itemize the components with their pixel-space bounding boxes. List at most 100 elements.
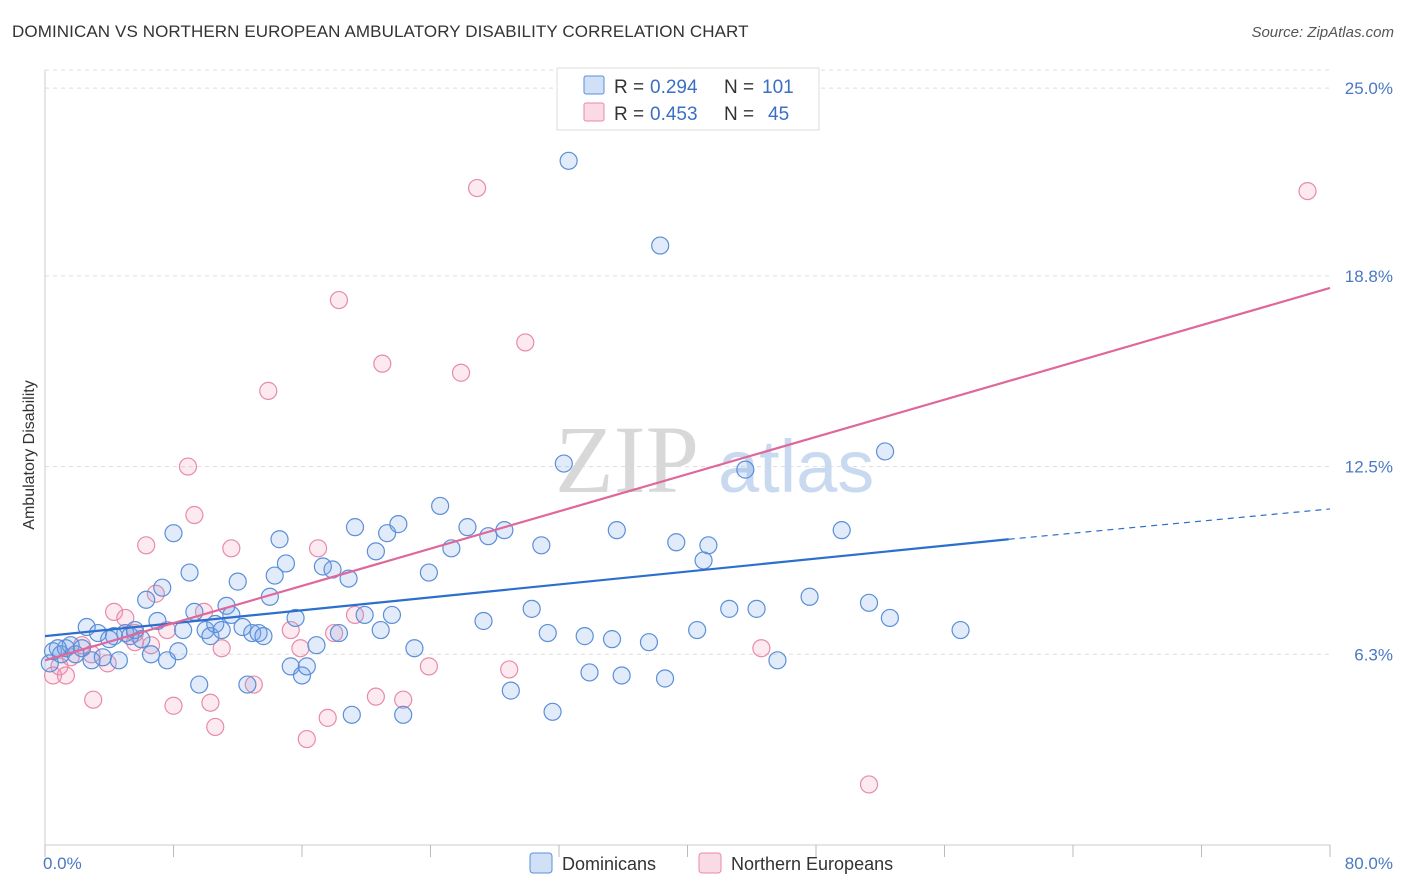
point-dominicans-65 bbox=[431, 496, 450, 516]
point-dominicans-40 bbox=[254, 627, 273, 646]
point-dominicans-19 bbox=[141, 645, 161, 664]
point-dominicans-62 bbox=[394, 705, 413, 724]
point-dominicans-58 bbox=[371, 620, 390, 640]
point-northern-europeans-33 bbox=[394, 690, 413, 709]
point-dominicans-46 bbox=[286, 608, 305, 628]
point-northern-europeans-32 bbox=[373, 354, 392, 373]
point-northern-europeans-21 bbox=[244, 675, 263, 694]
point-northern-europeans-13 bbox=[164, 696, 183, 715]
point-dominicans-84 bbox=[651, 236, 670, 255]
point-dominicans-80 bbox=[602, 630, 622, 649]
point-dominicans-87 bbox=[688, 620, 707, 640]
legend-n-label-2: N = bbox=[724, 104, 754, 125]
point-dominicans-78 bbox=[575, 627, 594, 646]
point-dominicans-48 bbox=[297, 657, 316, 676]
trend-line-northern-europeans bbox=[44, 286, 1331, 662]
point-northern-europeans-7 bbox=[116, 608, 135, 628]
point-dominicans-52 bbox=[329, 623, 349, 643]
point-dominicans-24 bbox=[169, 642, 188, 661]
point-dominicans-30 bbox=[201, 627, 220, 646]
point-dominicans-67 bbox=[458, 518, 477, 537]
point-northern-europeans-9 bbox=[137, 536, 156, 555]
bottom-legend: Dominicans Northern Europeans bbox=[529, 852, 893, 874]
point-northern-europeans-26 bbox=[308, 539, 328, 558]
point-dominicans-93 bbox=[768, 651, 787, 670]
point-dominicans-68 bbox=[474, 611, 493, 631]
point-dominicans-86 bbox=[667, 533, 686, 552]
point-dominicans-32 bbox=[212, 620, 231, 640]
point-dominicans-18 bbox=[137, 590, 156, 609]
point-dominicans-81 bbox=[607, 521, 626, 540]
point-dominicans-83 bbox=[639, 633, 659, 652]
point-dominicans-92 bbox=[747, 599, 766, 618]
bottom-legend-label-northern-europeans: Northern Europeans bbox=[731, 854, 893, 874]
tick-labels: 6.3% 12.5% 18.8% 25.0% 0.0% 80.0% bbox=[43, 79, 1393, 873]
point-dominicans-64 bbox=[419, 563, 438, 582]
point-northern-europeans-25 bbox=[297, 729, 316, 749]
point-dominicans-12 bbox=[104, 627, 124, 646]
point-dominicans-60 bbox=[382, 605, 402, 625]
legend-n-value-1: 101 bbox=[762, 77, 794, 98]
axes bbox=[44, 70, 1331, 857]
point-northern-europeans-38 bbox=[516, 333, 535, 352]
point-dominicans-76 bbox=[554, 454, 573, 473]
bottom-legend-swatch-northern-europeans bbox=[698, 852, 722, 874]
x-tick-label-0: 0.0% bbox=[43, 854, 82, 873]
point-dominicans-72 bbox=[522, 599, 541, 618]
legend-n-value-2: 45 bbox=[768, 104, 789, 125]
legend-r-label-2: R = bbox=[614, 104, 644, 125]
point-dominicans-85 bbox=[655, 669, 675, 688]
y-tick-label-3: 25.0% bbox=[1345, 79, 1393, 98]
y-axis-label: Ambulatory Disability bbox=[21, 380, 38, 529]
series-dominicans-points bbox=[40, 151, 970, 724]
point-dominicans-96 bbox=[859, 593, 879, 612]
chart-title: DOMINICAN VS NORTHERN EUROPEAN AMBULATOR… bbox=[12, 22, 749, 41]
legend-r-value-1: 0.294 bbox=[650, 77, 698, 98]
point-dominicans-10 bbox=[93, 648, 112, 667]
point-northern-europeans-37 bbox=[500, 660, 519, 679]
point-northern-europeans-18 bbox=[206, 717, 225, 737]
point-dominicans-49 bbox=[307, 636, 326, 655]
point-dominicans-8 bbox=[82, 651, 101, 670]
point-dominicans-75 bbox=[543, 702, 562, 721]
legend: R = 0.294 N = 101 R = 0.453 N = 45 bbox=[556, 67, 820, 131]
legend-swatch-dominicans bbox=[583, 75, 605, 95]
point-dominicans-90 bbox=[720, 599, 739, 618]
point-dominicans-25 bbox=[174, 620, 193, 640]
point-northern-europeans-1 bbox=[56, 666, 75, 685]
point-dominicans-94 bbox=[800, 587, 819, 606]
point-dominicans-36 bbox=[233, 617, 252, 637]
point-dominicans-88 bbox=[694, 551, 713, 570]
point-dominicans-17 bbox=[132, 630, 151, 649]
point-northern-europeans-4 bbox=[84, 690, 103, 709]
point-dominicans-99 bbox=[951, 620, 970, 640]
point-dominicans-74 bbox=[538, 623, 557, 643]
point-northern-europeans-40 bbox=[859, 775, 879, 794]
point-northern-europeans-39 bbox=[752, 639, 771, 658]
point-northern-europeans-6 bbox=[104, 602, 124, 621]
point-northern-europeans-28 bbox=[325, 623, 344, 643]
point-dominicans-54 bbox=[342, 705, 361, 724]
point-dominicans-28 bbox=[190, 675, 209, 694]
point-northern-europeans-35 bbox=[451, 363, 471, 382]
point-dominicans-55 bbox=[345, 518, 365, 537]
point-dominicans-57 bbox=[366, 542, 385, 561]
watermark-zip: ZIP bbox=[555, 406, 699, 513]
point-northern-europeans-34 bbox=[419, 657, 438, 676]
point-northern-europeans-27 bbox=[318, 708, 337, 727]
point-dominicans-77 bbox=[559, 151, 578, 170]
point-dominicans-26 bbox=[180, 563, 199, 582]
point-northern-europeans-23 bbox=[281, 620, 300, 640]
grid-lines bbox=[45, 69, 1330, 655]
bottom-legend-swatch-dominicans bbox=[529, 852, 553, 874]
point-dominicans-82 bbox=[612, 666, 631, 685]
point-dominicans-63 bbox=[405, 639, 424, 658]
trend-line-dominicans-extension bbox=[1008, 508, 1331, 540]
point-dominicans-35 bbox=[228, 572, 247, 591]
bottom-legend-label-dominicans: Dominicans bbox=[562, 854, 656, 874]
point-dominicans-97 bbox=[875, 442, 895, 461]
point-northern-europeans-22 bbox=[259, 381, 278, 400]
trend-line-dominicans bbox=[44, 538, 1009, 638]
point-dominicans-91 bbox=[736, 460, 755, 479]
point-dominicans-95 bbox=[832, 521, 851, 540]
